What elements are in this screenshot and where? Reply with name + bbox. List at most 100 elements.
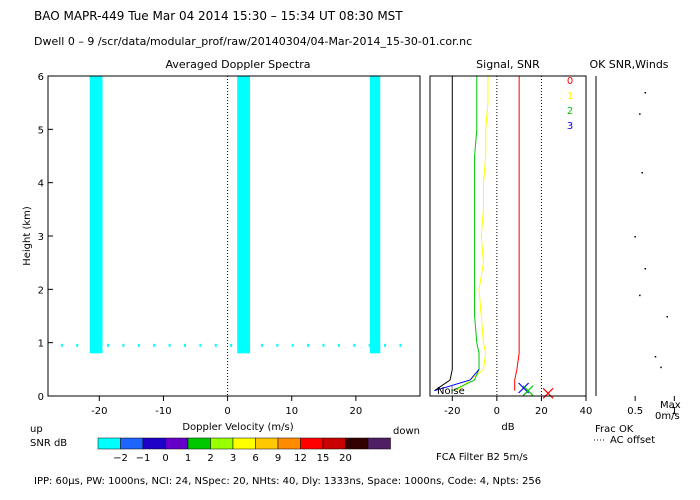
- ac-offset-label: AC offset: [610, 435, 655, 446]
- label-down: down: [393, 426, 420, 437]
- spectra-noise-dot: [107, 343, 110, 347]
- snr-scale-value: 3: [230, 453, 236, 464]
- winds-point: [634, 236, 636, 238]
- spectra-noise-dot: [168, 343, 171, 347]
- winds-x-axis: 0.5 1: [627, 396, 678, 417]
- snr-scale-box: [120, 437, 144, 450]
- label-up: up: [30, 424, 43, 435]
- snr-scale-box: [367, 437, 391, 450]
- snr-scale-values: −2 −1 0 1 2 3 6 9 12 15 20: [113, 453, 352, 464]
- noise-label: Noise: [437, 386, 465, 397]
- spectra-noise-dot: [245, 343, 248, 347]
- snr-scale-value: 12: [294, 453, 307, 464]
- snr-scale-box: [142, 437, 166, 450]
- max-label: Max: [660, 400, 681, 411]
- signal-x-marker: [542, 387, 554, 399]
- footer-params: IPP: 60μs, PW: 1000ns, NCI: 24, NSpec: 2…: [34, 476, 541, 487]
- signal-x-axis: -20 0 20 40: [444, 396, 592, 417]
- snr-scale-boxes: [97, 437, 391, 450]
- spectra-noise-dot: [384, 343, 387, 347]
- header-line-1: BAO MAPR-449 Tue Mar 04 2014 15:30 – 15:…: [34, 9, 403, 23]
- spectra-y-tick-label: 5: [38, 125, 44, 136]
- snr-scale-box: [277, 437, 301, 450]
- snr-scale-label: SNR dB: [30, 438, 67, 449]
- spectra-noise-dot: [199, 343, 202, 347]
- spectra-noise-dot: [260, 343, 263, 347]
- spectra-noise-dot: [91, 343, 94, 347]
- spectra-noise-dot: [322, 343, 325, 347]
- winds-panel: OK SNR,Winds 0.5 1 Max 0m/s Frac OK AC of…: [589, 58, 680, 446]
- spectra-noise-dot: [276, 343, 279, 347]
- spectra-noise-dot: [399, 343, 402, 347]
- signal-panel: Signal, SNR 0 1 2 3 -20 0 20 40 Noise dB FCA F…: [429, 58, 592, 463]
- snr-scale-value: 1: [185, 453, 191, 464]
- spectra-x-label: Doppler Velocity (m/s): [182, 422, 293, 433]
- spectra-y-label: Height (km): [22, 206, 33, 266]
- signal-x-tick-label: -20: [444, 406, 460, 417]
- signal-x-marker: [522, 385, 534, 397]
- snr-scale-box: [165, 437, 189, 450]
- spectra-band-1: [237, 76, 251, 354]
- spectra-y-tick-label: 2: [38, 285, 44, 296]
- spectra-noise-row: [60, 343, 402, 347]
- snr-scale-value: −1: [136, 453, 151, 464]
- spectra-frame: [47, 75, 421, 397]
- spectra-noise-dot: [230, 343, 233, 347]
- winds-point: [660, 366, 662, 369]
- winds-points: [634, 92, 668, 369]
- spectra-title: Averaged Doppler Spectra: [165, 58, 310, 71]
- spectra-x-tick-label: 20: [349, 406, 362, 417]
- signal-series: [434, 76, 542, 396]
- winds-point: [644, 268, 647, 270]
- signal-legend-2: 2: [567, 106, 573, 117]
- spectra-bands: [89, 76, 381, 354]
- spectra-x-tick-label: -10: [155, 406, 171, 417]
- max-value: 0m/s: [655, 411, 680, 422]
- snr-scale-box: [187, 437, 211, 450]
- snr-scale-box: [255, 437, 279, 450]
- snr-scale-box: [345, 437, 369, 450]
- spectra-x-tick-label: 0: [224, 406, 230, 417]
- signal-x-tick-label: 0: [494, 406, 500, 417]
- spectra-noise-dot: [307, 343, 310, 347]
- snr-scale-box: [322, 437, 346, 450]
- frac-ok-label: Frac OK: [595, 424, 634, 435]
- snr-scale-value: −2: [113, 453, 128, 464]
- spectra-x-tick-label: 10: [285, 406, 298, 417]
- spectra-noise-dot: [353, 343, 356, 347]
- snr-scale-value: 6: [252, 453, 258, 464]
- spectra-noise-dot: [337, 343, 340, 347]
- snr-scale-value: 15: [317, 453, 330, 464]
- signal-series-0: [514, 76, 520, 391]
- spectra-band-2: [369, 76, 381, 354]
- winds-x-tick-label: 1: [671, 406, 677, 417]
- signal-legend-0: 0: [567, 76, 573, 87]
- signal-series-1: [456, 76, 489, 392]
- spectra-y-tick-label: 3: [38, 232, 44, 243]
- snr-scale-box: [97, 437, 121, 450]
- signal-x-tick-label: 20: [535, 406, 548, 417]
- signal-series-2: [452, 76, 480, 392]
- spectra-x-tick-label: -20: [91, 406, 107, 417]
- snr-scale-value: 20: [339, 453, 352, 464]
- winds-point: [639, 113, 641, 115]
- spectra-y-tick-label: 6: [38, 72, 44, 83]
- spectra-y-axis: 0 1 2 3 4 5 6: [38, 72, 53, 403]
- snr-scale-value: 2: [207, 453, 213, 464]
- signal-legend: 0 1 2 3: [567, 76, 573, 132]
- winds-point: [641, 172, 643, 174]
- signal-markers: [518, 382, 554, 399]
- snr-scale-box: [232, 437, 256, 450]
- signal-frame: [429, 75, 587, 397]
- spectra-noise-dot: [137, 343, 140, 347]
- spectra-y-tick-label: 1: [38, 339, 44, 350]
- spectra-noise-dot: [214, 343, 217, 347]
- winds-point: [654, 356, 657, 358]
- signal-x-tick-label: 40: [580, 406, 593, 417]
- snr-scale-box: [300, 437, 324, 450]
- spectra-noise-dot: [122, 343, 125, 347]
- spectra-band-0: [89, 76, 103, 354]
- snr-scale-box: [210, 437, 234, 450]
- snr-scale: SNR dB −2 −1 0 1 2 3 6 9 12 15 20: [30, 437, 391, 464]
